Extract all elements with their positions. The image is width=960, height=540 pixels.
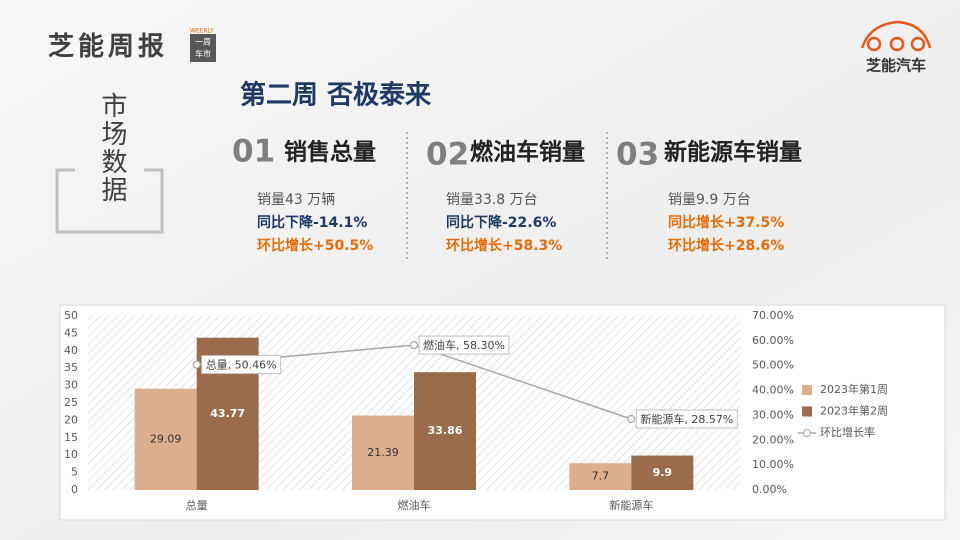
- tag-line: 车市: [195, 49, 211, 59]
- bar: [569, 463, 632, 490]
- bar: [631, 455, 694, 490]
- mom: 环比增长+50.5%: [257, 237, 373, 254]
- x-tick-label: 总量: [186, 498, 208, 512]
- callout-box: [201, 355, 282, 375]
- volume: 销量43 万辆: [257, 192, 335, 208]
- brand-title: 芝能周报: [48, 31, 168, 62]
- section-title: 新能源车销量: [664, 139, 802, 166]
- y-tick-label: 25: [64, 396, 78, 409]
- legend-label: 环比增长率: [820, 425, 875, 439]
- logo-icon: [860, 20, 932, 52]
- y2-tick-label: 0.00%: [752, 483, 787, 496]
- y2-tick-label: 50.00%: [752, 359, 794, 372]
- y-tick-label: 5: [71, 466, 78, 479]
- y2-tick-label: 40.00%: [752, 384, 794, 397]
- section-number: 02: [426, 137, 469, 173]
- line-marker: [627, 414, 636, 424]
- section: 03 新能源车销量 销量9.9 万台 同比增长+37.5% 环比增长+28.6%: [616, 137, 802, 255]
- y-tick-label: 40: [64, 344, 78, 357]
- bar-label: 29.09: [150, 432, 182, 445]
- headline: 第二周 否极泰来: [240, 80, 432, 111]
- yoy: 同比下降-22.6%: [446, 214, 556, 231]
- y-tick-label: 15: [64, 431, 78, 444]
- line-label: 总量, 50.46%: [206, 358, 277, 372]
- volume: 销量9.9 万台: [668, 192, 751, 208]
- mom: 环比增长+28.6%: [668, 237, 784, 254]
- y-tick-label: 45: [64, 326, 78, 339]
- legend-swatch: [803, 429, 811, 437]
- bar: [352, 415, 414, 490]
- y2-tick-label: 70.00%: [752, 309, 794, 322]
- bar-label: 7.7: [592, 470, 610, 483]
- callout-box: [635, 409, 738, 429]
- section-title: 燃油车销量: [470, 139, 585, 166]
- callout-box: [418, 335, 510, 355]
- tag-line: 一周: [195, 38, 211, 47]
- y-tick-label: 20: [64, 413, 78, 426]
- legend-label: 2023年第2周: [820, 404, 888, 418]
- bar-label: 21.39: [367, 446, 399, 459]
- chart: 0 5 10 15 20 25 30 35 40 45 50 0.00% 10.00% 20.00% 30.…: [64, 309, 888, 512]
- bar-label: 9.9: [653, 466, 673, 479]
- line-marker: [192, 360, 201, 369]
- weekly: WEEKLY: [190, 28, 214, 35]
- y2-tick-label: 20.00%: [752, 433, 794, 446]
- mom: 环比增长+58.3%: [446, 237, 562, 254]
- tag-box: [190, 34, 216, 62]
- section-number: 01: [232, 134, 275, 170]
- y-tick-label: 0: [71, 483, 78, 496]
- y2-tick-label: 10.00%: [752, 458, 794, 471]
- legend-swatch: [802, 385, 812, 395]
- section: 02 燃油车销量 销量33.8 万台 同比下降-22.6% 环比增长+58.3%: [426, 137, 585, 255]
- section-number: 03: [616, 137, 659, 173]
- side-frame: [55, 168, 164, 234]
- bar: [414, 372, 476, 490]
- yoy: 同比下降-14.1%: [257, 214, 367, 231]
- line-label: 燃油车, 58.30%: [423, 338, 505, 352]
- section-title: 销售总量: [284, 139, 376, 166]
- legend-label: 2023年第1周: [820, 382, 888, 396]
- y-tick-label: 50: [64, 309, 78, 322]
- bar-label: 33.86: [428, 424, 463, 437]
- logo-text: 芝能汽车: [866, 57, 926, 75]
- y2-tick-label: 30.00%: [752, 408, 794, 421]
- legend-swatch: [802, 406, 812, 417]
- bar-label: 43.77: [210, 407, 245, 420]
- y-tick-label: 35: [64, 361, 78, 374]
- line-label: 新能源车, 28.57%: [640, 412, 733, 426]
- y-tick-label: 30: [64, 379, 78, 392]
- volume: 销量33.8 万台: [446, 192, 538, 208]
- x-tick-label: 燃油车: [398, 498, 431, 512]
- yoy: 同比增长+37.5%: [668, 214, 784, 231]
- bar: [134, 388, 197, 490]
- line-marker: [409, 340, 419, 350]
- y-tick-label: 10: [64, 448, 78, 461]
- section: 01 销售总量 销量43 万辆 同比下降-14.1% 环比增长+50.5%: [232, 134, 376, 255]
- y2-tick-label: 60.00%: [752, 334, 794, 347]
- side-title: 市场数据: [97, 92, 127, 204]
- x-tick-label: 新能源车: [609, 498, 653, 512]
